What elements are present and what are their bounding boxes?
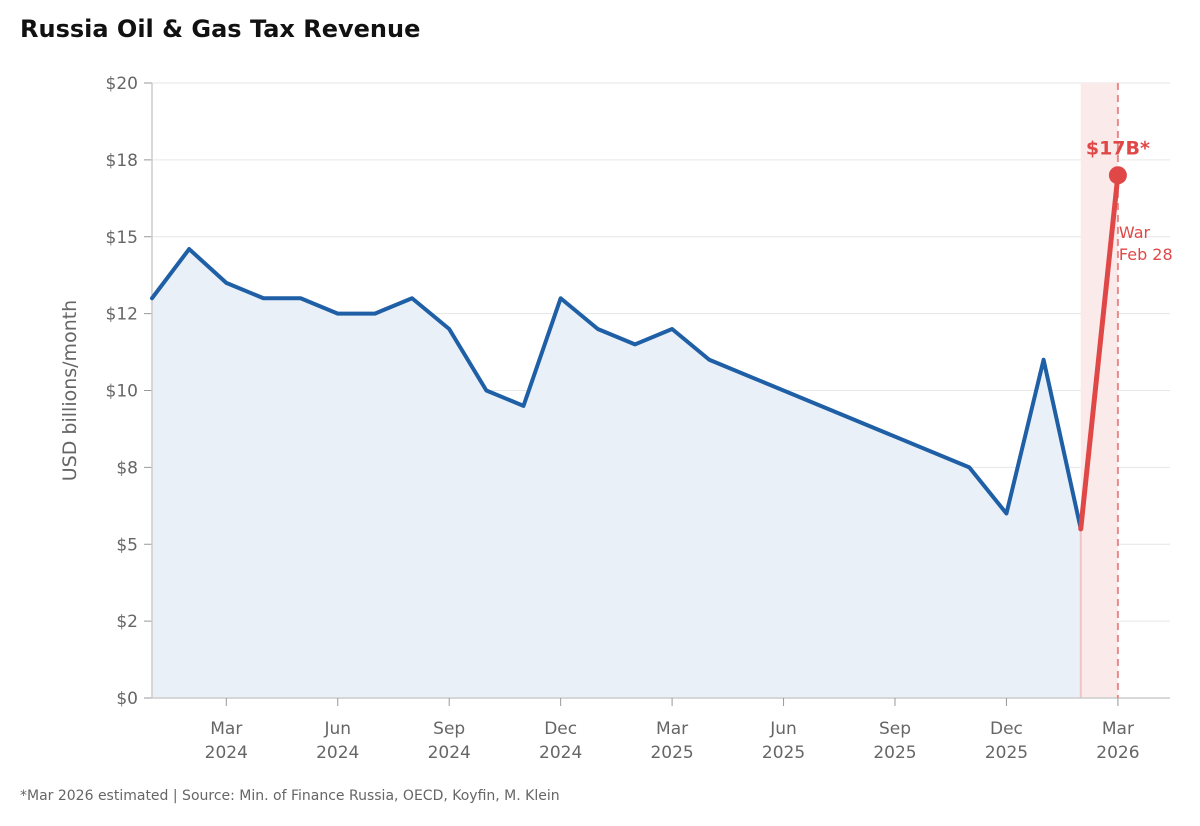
series-lines: [150, 83, 1127, 698]
y-tick-label: $15: [106, 228, 138, 248]
x-tick-month-label: Mar: [210, 719, 242, 739]
x-tick-month-label: Mar: [1102, 719, 1134, 739]
y-tick-label: $8: [116, 458, 138, 478]
x-tick-month-label: Dec: [990, 719, 1023, 739]
x-tick-year-label: 2025: [762, 743, 805, 763]
x-tick-year-label: 2024: [316, 743, 359, 763]
x-tick-month-label: Sep: [433, 719, 465, 739]
x-tick-year-label: 2025: [650, 743, 693, 763]
event-label-line1: War: [1119, 223, 1151, 242]
x-tick-month-label: Dec: [544, 719, 577, 739]
area-fills: [152, 83, 1118, 699]
x-tick-year-label: 2024: [539, 743, 582, 763]
y-tick-label: $12: [106, 305, 138, 325]
x-tick-year-label: 2024: [428, 743, 471, 763]
x-tick-month-label: Mar: [656, 719, 688, 739]
estimate-region-fill: [1080, 83, 1118, 698]
x-tick-month-label: Jun: [769, 719, 797, 739]
x-tick-year-label: 2024: [205, 743, 248, 763]
actual-series-line: [150, 247, 1083, 531]
y-tick-label: $5: [116, 535, 138, 555]
actual-area-fill: [152, 249, 1081, 699]
event-label-line2: Feb 28: [1119, 245, 1173, 264]
y-tick-label: $2: [116, 612, 138, 632]
estimate-value-label: $17B*: [1086, 137, 1150, 159]
x-tick-month-label: Jun: [323, 719, 351, 739]
y-tick-label: $10: [106, 382, 138, 402]
y-axis-label: USD billions/month: [59, 300, 81, 481]
x-tick-year-label: 2025: [985, 743, 1028, 763]
labels: $0 $2 $5 $8 $10 $12 $15 $18 $20 Mar 2024 Jun 2024 Sep…: [59, 74, 1173, 763]
x-tick-month-label: Sep: [879, 719, 911, 739]
y-tick-label: $18: [106, 151, 138, 171]
axes: [144, 82, 1170, 706]
x-tick-year-label: 2025: [873, 743, 916, 763]
estimate-point: [1108, 166, 1127, 185]
footnote: *Mar 2026 estimated | Source: Min. of Fi…: [20, 788, 560, 804]
estimate-series-line: [1078, 172, 1121, 532]
x-tick-year-label: 2026: [1096, 743, 1139, 763]
y-tick-label: $0: [116, 689, 138, 709]
y-tick-label: $20: [106, 74, 138, 94]
chart-title: Russia Oil & Gas Tax Revenue: [20, 15, 421, 43]
